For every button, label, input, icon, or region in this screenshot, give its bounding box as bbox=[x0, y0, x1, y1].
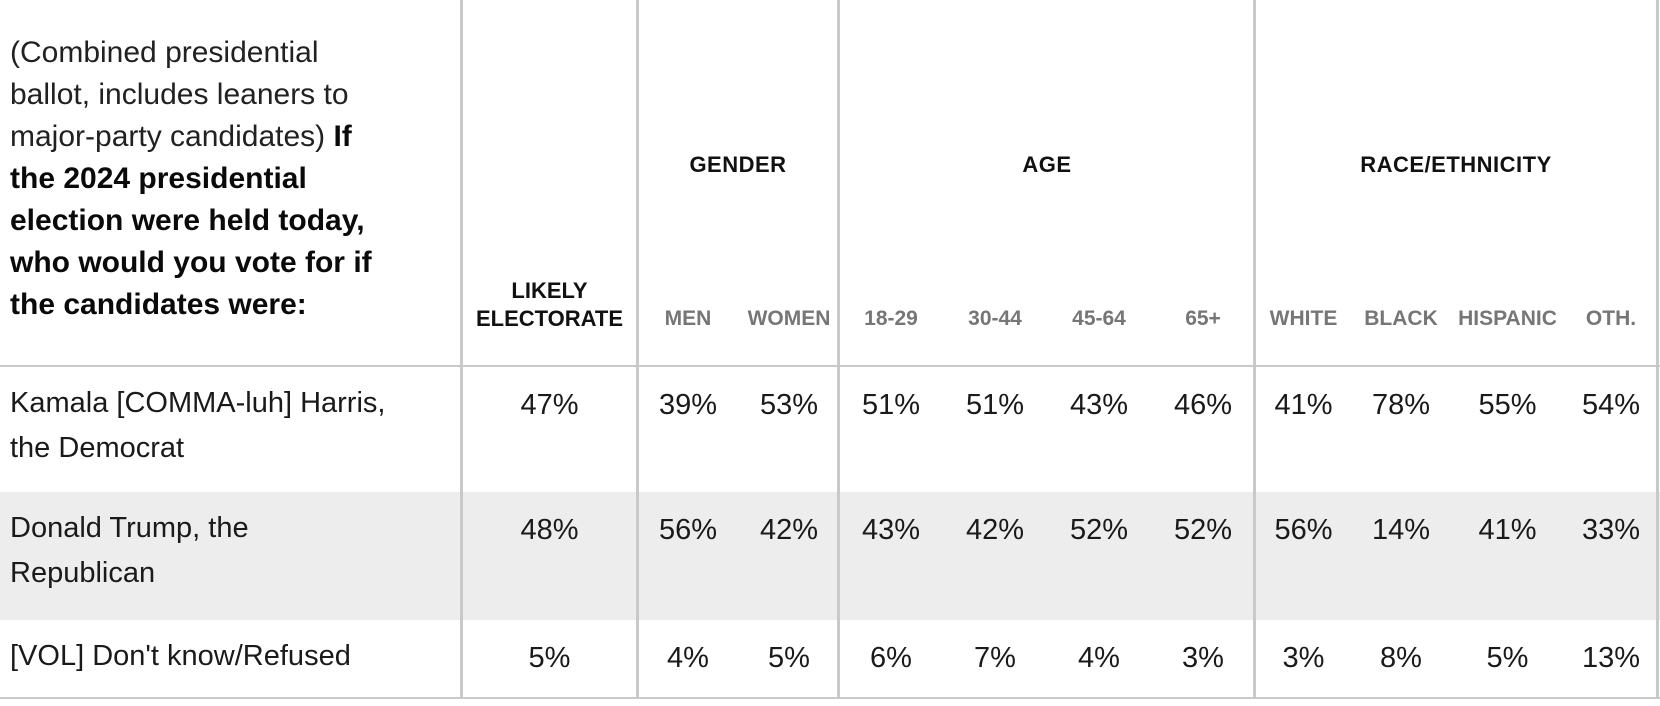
value-cell: 48% bbox=[520, 514, 579, 546]
value-cell: 5% bbox=[1486, 642, 1529, 674]
table-row-trump: Donald Trump, the Republican 48% 56% 42%… bbox=[0, 492, 1660, 620]
subheader-row-race: WHITE BLACK HISPANIC OTH. bbox=[1255, 307, 1657, 365]
value-cell: 14% bbox=[1371, 514, 1431, 546]
question-text: If the 2024 presidential election were h… bbox=[10, 120, 372, 321]
value-cell: 56% bbox=[1274, 514, 1333, 546]
column-separator bbox=[1253, 0, 1256, 699]
value-cell: 78% bbox=[1371, 389, 1431, 421]
column-header-65plus: 65+ bbox=[1185, 307, 1221, 330]
column-header-white: WHITE bbox=[1269, 307, 1338, 330]
value-cell: 53% bbox=[759, 389, 819, 421]
column-header-oth: OTH. bbox=[1585, 307, 1637, 330]
row-label: [VOL] Don't know/Refused bbox=[10, 640, 351, 672]
subheader-row-age: 18-29 30-44 45-64 65+ bbox=[839, 307, 1255, 365]
value-cell: 54% bbox=[1581, 389, 1641, 421]
group-label-race-ethnicity: RACE/ETHNICITY bbox=[1360, 152, 1552, 177]
value-cell: 51% bbox=[861, 389, 921, 421]
column-header-likely-electorate: LIKELY ELECTORATE bbox=[475, 278, 624, 331]
value-cell: 8% bbox=[1380, 642, 1422, 674]
value-cell: 52% bbox=[1069, 514, 1129, 546]
group-label-age: AGE bbox=[1022, 152, 1072, 177]
value-cell: 52% bbox=[1173, 514, 1233, 546]
table-right-border bbox=[1656, 0, 1659, 699]
subheader-row-gender: MEN WOMEN bbox=[637, 307, 839, 365]
question-intro: (Combined presidential ballot, includes … bbox=[10, 36, 349, 153]
table-row-dont-know: [VOL] Don't know/Refused 5% 4% 5% 6% 7% … bbox=[0, 620, 1660, 697]
value-cell: 55% bbox=[1478, 389, 1537, 421]
value-cell: 51% bbox=[965, 389, 1025, 421]
column-header-18-29: 18-29 bbox=[864, 307, 918, 330]
value-cell: 6% bbox=[870, 642, 912, 674]
column-header-black: BLACK bbox=[1364, 307, 1438, 330]
value-cell: 41% bbox=[1274, 389, 1333, 421]
value-cell: 4% bbox=[667, 642, 709, 674]
value-cell: 42% bbox=[759, 514, 819, 546]
value-cell: 3% bbox=[1182, 642, 1224, 674]
value-cell: 39% bbox=[658, 389, 718, 421]
value-cell: 3% bbox=[1282, 642, 1325, 674]
value-cell: 56% bbox=[658, 514, 718, 546]
table-header: (Combined presidential ballot, includes … bbox=[0, 0, 1660, 367]
value-cell: 47% bbox=[520, 389, 579, 421]
column-header-women: WOMEN bbox=[747, 307, 831, 330]
group-label-gender: GENDER bbox=[689, 152, 787, 177]
column-header-45-64: 45-64 bbox=[1072, 307, 1126, 330]
row-label: Kamala [COMMA-luh] Harris, the Democrat bbox=[10, 387, 386, 464]
value-cell: 5% bbox=[768, 642, 810, 674]
table-row-harris: Kamala [COMMA-luh] Harris, the Democrat … bbox=[0, 367, 1660, 492]
column-header-hispanic: HISPANIC bbox=[1458, 307, 1557, 330]
column-separator bbox=[837, 0, 840, 699]
column-header-men: MEN bbox=[664, 307, 712, 330]
value-cell: 42% bbox=[965, 514, 1025, 546]
column-header-30-44: 30-44 bbox=[968, 307, 1022, 330]
question-cell: (Combined presidential ballot, includes … bbox=[0, 0, 462, 365]
table-bottom-border bbox=[0, 697, 1660, 699]
value-cell: 5% bbox=[528, 642, 571, 674]
value-cell: 33% bbox=[1581, 514, 1641, 546]
column-separator bbox=[636, 0, 639, 699]
value-cell: 46% bbox=[1173, 389, 1233, 421]
column-separator bbox=[460, 0, 463, 699]
value-cell: 43% bbox=[1069, 389, 1129, 421]
value-cell: 4% bbox=[1078, 642, 1120, 674]
value-cell: 7% bbox=[974, 642, 1016, 674]
column-group-age: AGE 18-29 30-44 45-64 65+ bbox=[839, 0, 1255, 365]
column-group-gender: GENDER MEN WOMEN bbox=[637, 0, 839, 365]
value-cell: 13% bbox=[1581, 642, 1641, 674]
column-group-race-ethnicity: RACE/ETHNICITY WHITE BLACK HISPANIC OTH. bbox=[1255, 0, 1657, 365]
value-cell: 43% bbox=[861, 514, 921, 546]
value-cell: 41% bbox=[1478, 514, 1537, 546]
row-label: Donald Trump, the Republican bbox=[10, 512, 249, 589]
